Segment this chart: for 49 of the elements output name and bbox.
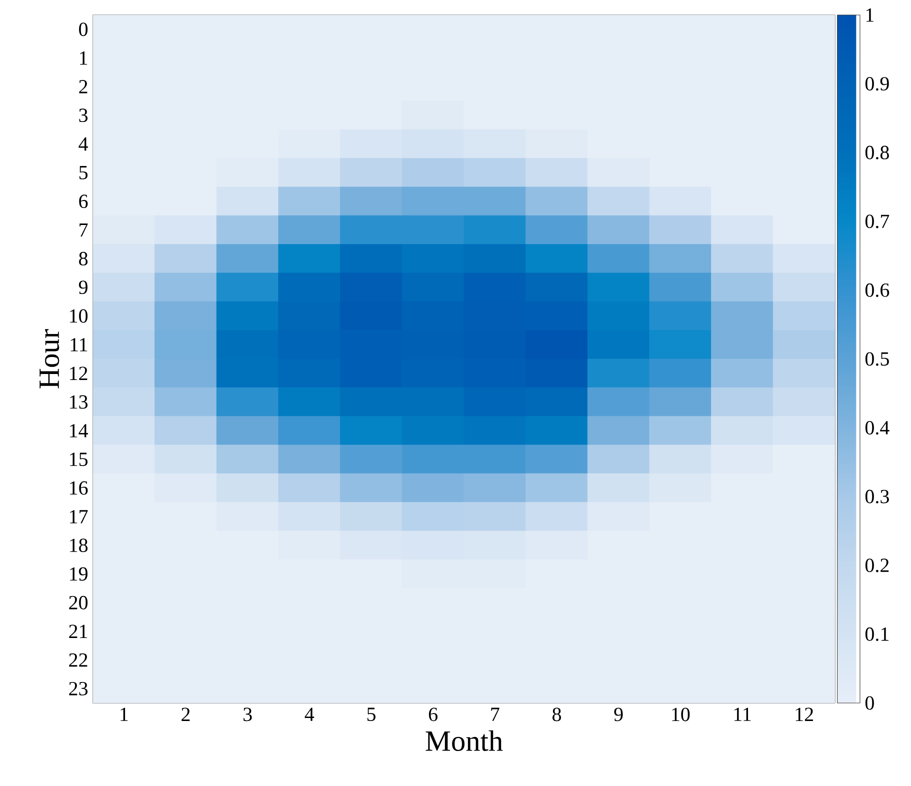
y-tick-label: 2	[79, 80, 88, 94]
y-tick-label: 17	[70, 510, 88, 524]
y-tick-label: 20	[69, 596, 88, 610]
color-bar-label: 0.8	[865, 146, 889, 160]
x-tick-label: 1	[120, 708, 128, 721]
y-tick-label: 22	[69, 653, 88, 667]
color-bar-label: 0.5	[865, 352, 889, 366]
x-tick-label: 5	[367, 708, 376, 721]
x-tick-label: 2	[182, 708, 190, 721]
y-tick-label: 12	[70, 366, 88, 380]
color-bar-label: 1	[866, 8, 874, 22]
x-tick-label: 12	[796, 708, 813, 721]
x-tick-label: 10	[672, 708, 690, 722]
color-bar-label: 0.9	[865, 77, 889, 91]
y-tick-label: 10	[70, 309, 88, 323]
y-tick-label: 11	[70, 338, 88, 352]
x-tick-label: 9	[614, 708, 623, 722]
x-tick-label: 3	[244, 708, 252, 722]
x-tick-label: 4	[304, 708, 314, 721]
y-tick-label: 8	[79, 252, 88, 266]
y-tick-label: 19	[70, 567, 88, 581]
y-tick-label: 7	[80, 223, 88, 237]
y-tick-label: 13	[70, 395, 88, 409]
y-tick-label: 21	[69, 624, 88, 638]
color-bar-label: 0.1	[865, 627, 888, 641]
y-tick-label: 9	[78, 280, 88, 294]
x-tick-label: 7	[491, 708, 500, 721]
y-tick-label: 14	[70, 424, 88, 438]
x-axis-title: Month	[426, 730, 503, 752]
y-tick-label: 3	[79, 108, 88, 122]
y-tick-label: 1	[80, 51, 88, 65]
color-bar-label: 0.6	[865, 283, 890, 297]
color-bar-label: 0	[865, 696, 874, 710]
y-tick-label: 18	[70, 538, 88, 552]
y-tick-label: 15	[70, 452, 88, 466]
y-tick-label: 23	[69, 682, 88, 696]
color-bar-label: 0.4	[865, 421, 890, 435]
y-tick-label: 6	[79, 194, 88, 208]
x-tick-label: 6	[428, 708, 438, 722]
color-bar-label: 0.3	[865, 490, 889, 504]
x-tick-label: 11	[734, 708, 751, 721]
color-bar-label: 0.2	[865, 558, 889, 572]
color-bar-label: 0.7	[865, 214, 890, 228]
x-tick-label: 8	[552, 708, 561, 722]
y-tick-label: 0	[79, 22, 88, 36]
y-tick-label: 5	[79, 166, 88, 180]
y-tick-label: 16	[70, 481, 88, 495]
y-axis-title: Hour	[40, 329, 60, 388]
y-tick-label: 4	[78, 137, 88, 151]
